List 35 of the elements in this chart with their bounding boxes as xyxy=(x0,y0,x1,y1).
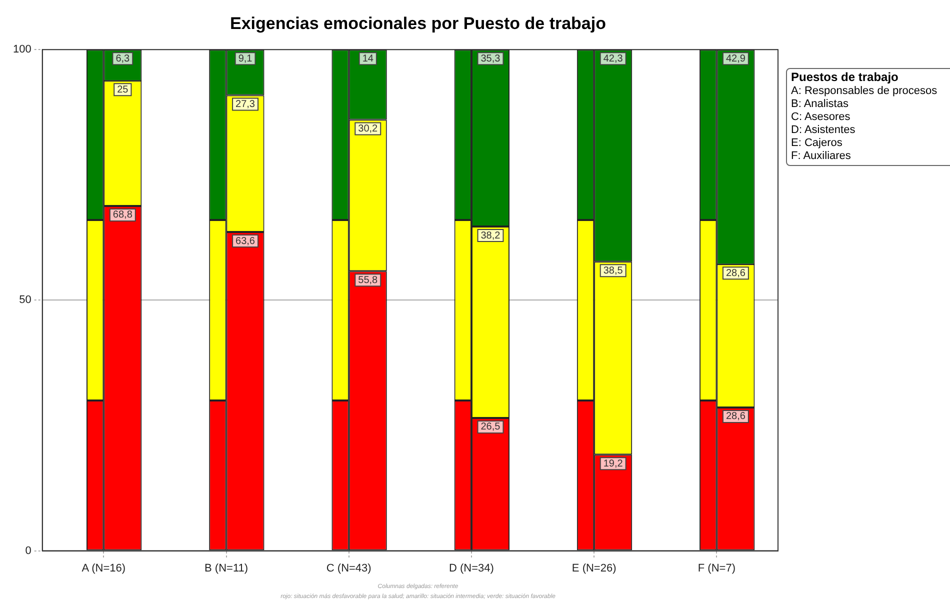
chart-title: Exigencias emocionales por Puesto de trabajo xyxy=(228,14,607,34)
data-label: 26,5 xyxy=(480,422,501,433)
y-tick-label: 100 xyxy=(12,44,32,56)
data-label: 38,5 xyxy=(603,265,624,276)
data-label: 35,3 xyxy=(480,53,501,64)
data-label: 55,8 xyxy=(358,274,378,286)
data-label: 27,3 xyxy=(236,98,256,110)
data-label: 9,1 xyxy=(238,53,253,64)
data-label: 19,2 xyxy=(603,458,624,470)
data-label: 38,2 xyxy=(480,230,501,242)
x-tick-label: A (N=16) xyxy=(82,562,126,574)
y-tick-label: 0 xyxy=(25,544,32,557)
text: B: Analistas xyxy=(791,98,850,111)
text: D: Asistentes xyxy=(791,124,856,137)
data-label: 30,2 xyxy=(358,124,378,135)
data-label: 14 xyxy=(362,53,374,64)
text: E: Cajeros xyxy=(791,137,844,150)
data-label: 68,8 xyxy=(112,210,133,221)
data-label: 6,3 xyxy=(116,53,130,64)
data-label: 42,3 xyxy=(603,53,624,64)
text: C: Asesores xyxy=(791,111,852,124)
y-tick-label: 50 xyxy=(19,294,32,306)
x-tick-label: B (N=11) xyxy=(204,562,248,574)
data-label: 63,6 xyxy=(236,236,256,247)
data-label: 25 xyxy=(117,84,129,96)
text: A: Responsables de procesos xyxy=(791,85,938,98)
data-label: 42,9 xyxy=(726,53,746,64)
x-tick-label: C (N=43) xyxy=(326,562,372,574)
x-tick-label: E (N=26) xyxy=(572,562,616,574)
text: F: Auxiliares xyxy=(791,150,852,163)
data-label: 28,6 xyxy=(726,268,746,279)
x-tick-label: F (N=7) xyxy=(698,562,736,574)
x-tick-label: D (N=34) xyxy=(449,562,494,574)
data-label: 28,6 xyxy=(726,411,746,422)
legend-title: Puestos de trabajo xyxy=(791,70,898,84)
